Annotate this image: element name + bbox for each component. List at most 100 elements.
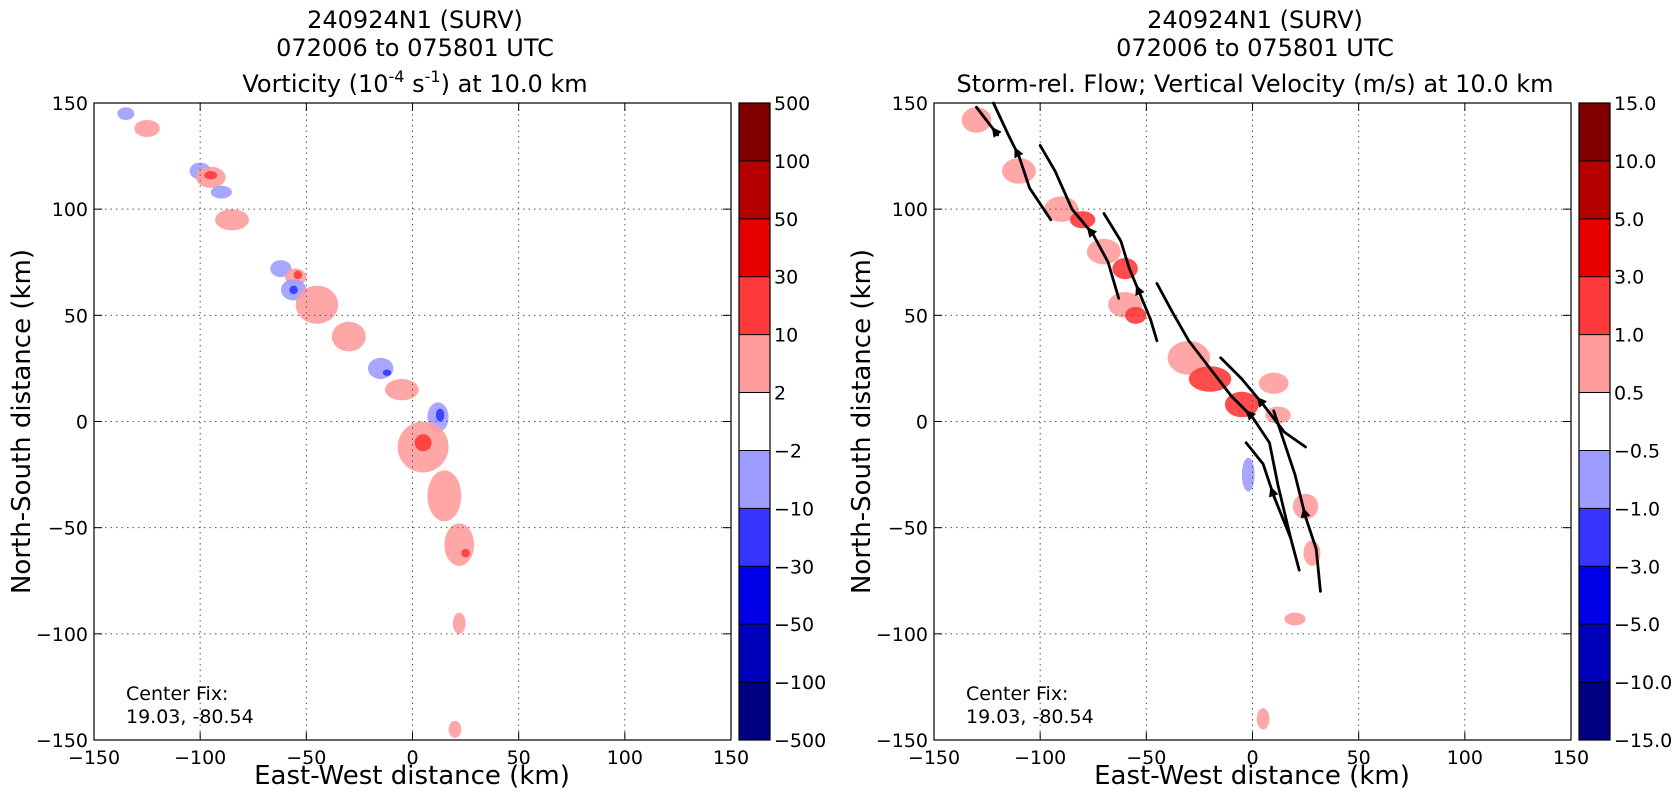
x-tick-label: −50 (286, 747, 326, 769)
contour-cell-7 (1125, 306, 1147, 324)
contour-cell-0 (117, 107, 135, 120)
y-tick-label: 50 (64, 305, 88, 327)
y-tick-label: −150 (876, 730, 928, 752)
contour-cell-25 (448, 720, 462, 738)
y-tick-label: 50 (904, 305, 928, 327)
colorbar-frame (1578, 102, 1611, 741)
streamline-arrowhead (1014, 147, 1024, 159)
colorbar-tick-label: −3.0 (1614, 556, 1660, 578)
vorticity-axes-frame (93, 102, 732, 741)
x-tick-label: 0 (1246, 747, 1258, 769)
panel2-title-line2: 072006 to 075801 UTC (1116, 34, 1394, 62)
streamline (1272, 409, 1322, 593)
colorbar-segment (739, 624, 770, 683)
colorbar-tick-label: 1.0 (1614, 325, 1644, 347)
vertical-velocity-plot-area: −150 −100 −50 0 50 100 150 −150 −100 −50 0 50 100 15… (876, 93, 1589, 769)
vv-axes-frame (933, 102, 1572, 741)
streamline (1155, 282, 1301, 572)
colorbar-tick-label: −1.0 (1614, 498, 1660, 520)
contour-cell-15 (382, 369, 392, 376)
colorbar-segment (739, 334, 770, 393)
contour-cell-12 (295, 285, 339, 324)
streamline-arrowhead (1256, 396, 1267, 408)
colorbar-tick-label: 30 (774, 267, 798, 289)
colorbar-tick-label: 10 (774, 325, 798, 347)
colorbar-segment (1579, 334, 1610, 393)
vv-streamlines (975, 101, 1322, 593)
colorbar-tick-label: −10.0 (1614, 672, 1672, 694)
colorbar-tick-label: 50 (774, 209, 798, 231)
colorbar-tick-label: −10 (774, 498, 814, 520)
panel2-x-axis-label: East-West distance (km) (1094, 761, 1410, 791)
panel1-title-line1: 240924N1 (SURV) (307, 6, 523, 34)
streamline-arrowhead (1300, 507, 1311, 519)
colorbar-tick-label: 2 (774, 383, 786, 405)
vorticity-colorbar: 500 100 50 30 10 2 −2 −10 −30 −50 −100 −500 (738, 93, 826, 752)
contour-cell-16 (1284, 612, 1306, 626)
colorbar-segment (1579, 103, 1610, 161)
colorbar-tick-label: −500 (774, 730, 826, 752)
colorbar-segment (739, 276, 770, 335)
x-tick-label: 50 (507, 747, 531, 769)
contour-cell-16 (384, 379, 419, 401)
panel1-title-line3: Vorticity (10-4 s-1) at 10.0 km (242, 67, 587, 98)
panel2-title-line1: 240924N1 (SURV) (1147, 6, 1363, 34)
contour-cell-13 (331, 321, 366, 352)
contour-cell-24 (452, 612, 466, 634)
colorbar-tick-label: −2 (774, 440, 802, 462)
contour-cell-17 (1256, 708, 1270, 730)
vorticity-y-ticks: −150 −100 −50 0 50 100 150 (36, 93, 731, 752)
vertical-velocity-panel: 240924N1 (SURV) 072006 to 075801 UTC Sto… (847, 6, 1672, 791)
x-tick-label: 150 (1553, 747, 1589, 769)
vorticity-x-ticks: −150 −100 −50 0 50 100 150 (68, 103, 749, 769)
contour-cell-6 (215, 209, 250, 231)
colorbar-tick-label: −15.0 (1614, 730, 1672, 752)
colorbar-tick-label: −0.5 (1614, 440, 1660, 462)
vv-colorbar: 15.0 10.0 5.0 3.0 1.0 0.5 −0.5 −1.0 −3.0 −5.0 −10.… (1578, 93, 1672, 752)
colorbar-tick-label: −100 (774, 672, 826, 694)
y-tick-label: 150 (52, 93, 88, 115)
vorticity-grid (94, 103, 731, 740)
contour-cell-13 (1241, 457, 1255, 492)
colorbar-tick-label: 10.0 (1614, 151, 1656, 173)
vorticity-panel: 240924N1 (SURV) 072006 to 075801 UTC Vor… (7, 6, 826, 791)
vorticity-plot-area: −150 −100 −50 0 50 100 150 −150 −100 −50 0 50 100 15… (36, 93, 749, 769)
x-tick-label: 100 (1447, 747, 1483, 769)
contour-cell-20 (414, 434, 432, 452)
colorbar-tick-label: 15.0 (1614, 93, 1656, 115)
colorbar-segment (1579, 218, 1610, 277)
contour-cell-11 (289, 285, 298, 295)
y-tick-label: 100 (52, 199, 88, 221)
contour-cell-8 (1167, 340, 1211, 375)
panel2-annotation-line1: Center Fix: (966, 683, 1068, 705)
y-tick-label: 0 (916, 412, 928, 434)
vv-grid (934, 103, 1571, 740)
contour-cell-7 (270, 260, 292, 278)
panel1-x-axis-label: East-West distance (km) (254, 761, 570, 791)
colorbar-segment (739, 160, 770, 219)
colorbar-segment (739, 103, 770, 161)
contour-cell-14 (367, 357, 394, 380)
y-tick-label: 150 (892, 93, 928, 115)
x-tick-label: −150 (68, 747, 120, 769)
colorbar-tick-label: 500 (774, 93, 810, 115)
x-tick-label: 150 (713, 747, 749, 769)
colorbar-segment (739, 682, 770, 740)
vorticity-contour-fills (117, 107, 475, 738)
streamline (1102, 212, 1159, 343)
streamline-arrowhead (991, 126, 1002, 138)
y-tick-label: −100 (876, 624, 928, 646)
x-tick-label: 100 (607, 747, 643, 769)
x-tick-label: −150 (908, 747, 960, 769)
contour-cell-9 (293, 270, 303, 280)
colorbar-segment (739, 450, 770, 509)
colorbar-tick-label: −50 (774, 614, 814, 636)
colorbar-segment (1579, 566, 1610, 625)
x-tick-label: 0 (406, 747, 418, 769)
contour-cell-21 (427, 470, 462, 522)
panel2-y-axis-label: North-South distance (km) (847, 249, 877, 594)
y-tick-label: −100 (36, 624, 88, 646)
vv-contour-fills (961, 107, 1321, 730)
colorbar-tick-label: −30 (774, 556, 814, 578)
